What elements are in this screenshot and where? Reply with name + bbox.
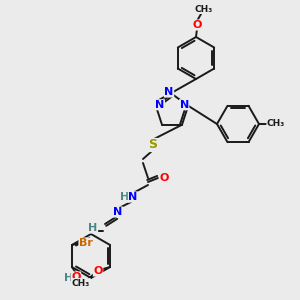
Text: O: O [192, 20, 202, 30]
Text: N: N [155, 100, 164, 110]
Text: N: N [128, 192, 138, 202]
Text: H: H [120, 192, 130, 202]
Text: O: O [71, 272, 81, 282]
Text: O: O [93, 266, 103, 276]
Text: CH₃: CH₃ [267, 119, 285, 128]
Text: Br: Br [79, 238, 93, 248]
Text: N: N [164, 87, 174, 97]
Text: H: H [88, 223, 98, 233]
Text: N: N [113, 207, 123, 217]
Text: S: S [148, 139, 158, 152]
Text: CH₃: CH₃ [195, 4, 213, 14]
Text: N: N [179, 100, 189, 110]
Text: O: O [159, 173, 169, 183]
Text: H: H [64, 273, 74, 283]
Text: CH₃: CH₃ [72, 278, 90, 287]
